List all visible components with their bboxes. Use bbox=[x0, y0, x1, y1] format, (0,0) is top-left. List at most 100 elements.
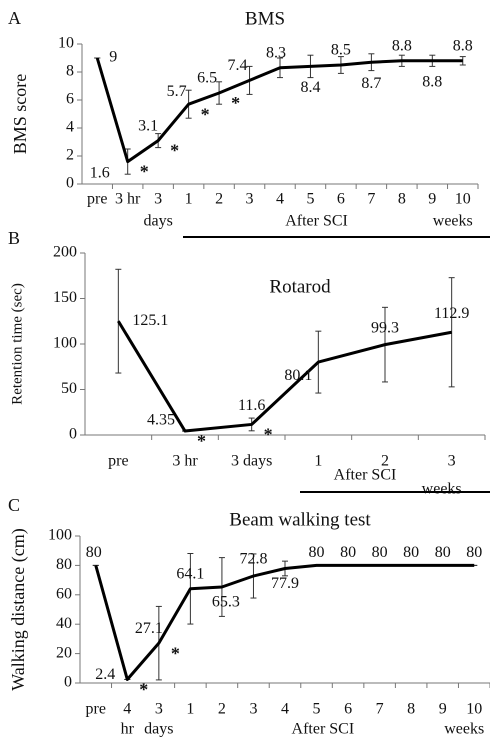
x-tick-label: 8 bbox=[398, 191, 406, 208]
x-tick-label: 9 bbox=[439, 701, 447, 718]
group-label: After SCI bbox=[285, 213, 348, 230]
data-label: 80 bbox=[86, 544, 102, 561]
data-label: 80 bbox=[372, 544, 388, 561]
data-label: 8.8 bbox=[453, 37, 473, 54]
data-label: 80 bbox=[340, 544, 356, 561]
data-label: 11.6 bbox=[238, 397, 265, 414]
y-tick-label: 50 bbox=[61, 380, 77, 397]
x-tick-label: 2 bbox=[218, 701, 226, 718]
data-label: 77.9 bbox=[271, 575, 299, 592]
y-tick-label: 8 bbox=[66, 63, 74, 80]
y-tick-label: 200 bbox=[53, 244, 77, 261]
x-tick-label: 6 bbox=[344, 701, 352, 718]
y-tick-label: 0 bbox=[66, 175, 74, 192]
data-label: 9 bbox=[109, 49, 117, 66]
x-tick-label: 5 bbox=[306, 191, 314, 208]
data-label: 64.1 bbox=[176, 565, 204, 582]
group-label: After SCI bbox=[334, 467, 397, 484]
data-label: 8.7 bbox=[361, 75, 381, 92]
y-tick-label: 80 bbox=[56, 556, 72, 573]
panel-letter: A bbox=[8, 8, 21, 28]
x-tick-label: 1 bbox=[314, 453, 322, 470]
data-label: 99.3 bbox=[371, 319, 399, 336]
data-line bbox=[94, 563, 475, 681]
data-label: 8.5 bbox=[331, 42, 351, 59]
chart-title: BMS bbox=[245, 8, 285, 29]
group-end-label: weeks bbox=[444, 721, 484, 738]
x-tick-label: pre bbox=[108, 453, 128, 470]
x-tick-label: 3 bbox=[155, 701, 163, 718]
data-label: 125.1 bbox=[132, 312, 168, 329]
data-label: 112.9 bbox=[434, 305, 469, 322]
x-tick-label: 3 bbox=[246, 191, 254, 208]
data-label: 1.6 bbox=[90, 164, 110, 181]
y-tick-label: 20 bbox=[56, 644, 72, 661]
y-axis-label: Walking distance (cm) bbox=[8, 528, 29, 691]
panel-letter: B bbox=[8, 228, 20, 248]
significance-mark: * bbox=[264, 425, 273, 445]
x-tick-label: 4 bbox=[123, 701, 131, 718]
group-end-label: weeks bbox=[433, 213, 473, 230]
y-tick-label: 60 bbox=[56, 585, 72, 602]
significance-mark: * bbox=[139, 680, 148, 700]
chart-title: Rotarod bbox=[269, 276, 331, 297]
x-sublabel: hr bbox=[121, 721, 135, 738]
data-label: 80 bbox=[435, 544, 451, 561]
x-tick-label: 2 bbox=[215, 191, 223, 208]
y-tick-label: 0 bbox=[64, 674, 72, 691]
panel-letter: C bbox=[8, 495, 20, 515]
x-tick-label: 3 days bbox=[231, 453, 272, 470]
data-label: 8.4 bbox=[300, 79, 320, 96]
y-tick-label: 6 bbox=[66, 91, 74, 108]
data-label: 80 bbox=[403, 544, 419, 561]
x-sublabel: days bbox=[143, 213, 172, 230]
data-label: 8.8 bbox=[422, 73, 442, 90]
x-tick-label: 3 bbox=[154, 191, 162, 208]
data-label: 4.35 bbox=[147, 412, 175, 429]
y-tick-label: 40 bbox=[56, 615, 72, 632]
y-axis-label: BMS score bbox=[10, 74, 30, 155]
significance-mark: * bbox=[170, 141, 179, 161]
y-tick-label: 150 bbox=[53, 289, 77, 306]
x-tick-label: 10 bbox=[466, 701, 482, 718]
x-tick-label: 1 bbox=[185, 191, 193, 208]
y-tick-label: 100 bbox=[48, 527, 72, 544]
x-tick-label: 8 bbox=[407, 701, 415, 718]
y-tick-label: 0 bbox=[69, 426, 77, 443]
data-label: 3.1 bbox=[138, 117, 158, 134]
significance-mark: * bbox=[171, 643, 180, 663]
x-tick-label: 4 bbox=[281, 701, 289, 718]
x-tick-label: 7 bbox=[367, 191, 375, 208]
data-label: 80 bbox=[309, 544, 325, 561]
data-label: 5.7 bbox=[167, 83, 187, 100]
x-tick-label: 1 bbox=[186, 701, 194, 718]
data-label: 8.8 bbox=[392, 37, 412, 54]
significance-mark: * bbox=[140, 162, 149, 182]
x-tick-label: pre bbox=[86, 701, 106, 718]
y-tick-label: 2 bbox=[66, 147, 74, 164]
data-label: 80 bbox=[466, 544, 482, 561]
x-tick-label: 6 bbox=[337, 191, 345, 208]
group-label: After SCI bbox=[292, 721, 355, 738]
x-tick-label: 5 bbox=[313, 701, 321, 718]
data-line bbox=[117, 320, 452, 433]
significance-mark: * bbox=[201, 104, 210, 124]
group-end-label: weeks bbox=[422, 481, 462, 498]
x-tick-label: 9 bbox=[428, 191, 436, 208]
x-tick-label: 3 bbox=[249, 701, 257, 718]
x-tick-label: 4 bbox=[276, 191, 284, 208]
data-label: 80.1 bbox=[284, 367, 312, 384]
data-label: 27.1 bbox=[135, 620, 163, 637]
data-label: 72.8 bbox=[239, 551, 267, 568]
data-label: 8.3 bbox=[266, 44, 286, 61]
x-tick-label: pre bbox=[87, 191, 107, 208]
significance-mark: * bbox=[197, 431, 206, 451]
x-tick-label: 10 bbox=[455, 191, 471, 208]
data-label: 6.5 bbox=[197, 70, 217, 87]
y-tick-label: 4 bbox=[66, 119, 74, 136]
y-tick-label: 100 bbox=[53, 335, 77, 352]
y-axis-label: Retention time (sec) bbox=[9, 283, 25, 405]
x-tick-label: 7 bbox=[376, 701, 384, 718]
x-tick-label: 2 bbox=[381, 453, 389, 470]
